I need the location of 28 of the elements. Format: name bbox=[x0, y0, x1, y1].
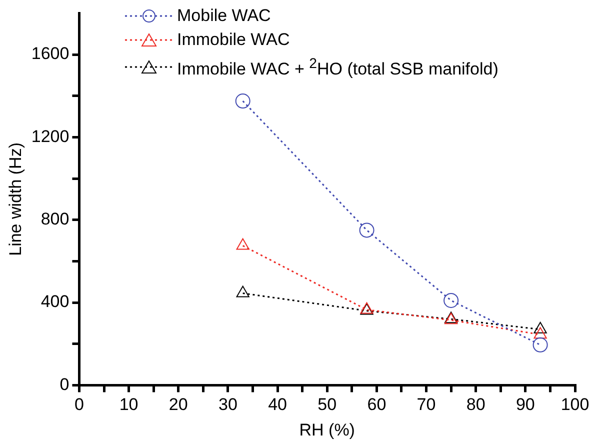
x-tick-label: 70 bbox=[416, 395, 436, 414]
legend-label: Immobile WAC bbox=[177, 29, 290, 51]
y-tick-label: 1200 bbox=[31, 126, 70, 146]
legend-label: Immobile WAC + $^{2}$HO (total SSB manifold) bbox=[177, 55, 498, 81]
legend-label: Mobile WAC bbox=[177, 5, 271, 27]
point bbox=[236, 286, 250, 298]
x-tick-label: 40 bbox=[268, 395, 287, 414]
x-tick-label: 90 bbox=[516, 395, 535, 414]
y-tick-label: 0 bbox=[60, 374, 70, 394]
y-axis-title: Line width (Hz) bbox=[6, 142, 25, 256]
x-tick-label: 60 bbox=[367, 395, 386, 414]
point bbox=[359, 222, 374, 238]
point bbox=[534, 327, 547, 339]
y-tick-label: 1600 bbox=[31, 44, 70, 64]
x-tick-label: 50 bbox=[318, 395, 337, 414]
x-tick-label: 10 bbox=[119, 395, 138, 414]
x-axis-title: RH (%) bbox=[299, 420, 355, 440]
y-tick-label: 400 bbox=[40, 292, 70, 312]
point bbox=[235, 94, 250, 109]
x-tick-label: 20 bbox=[168, 395, 188, 414]
x-tick-label: 80 bbox=[466, 395, 486, 414]
x-tick-label: 30 bbox=[218, 395, 238, 414]
point bbox=[236, 238, 250, 250]
y-tick-label: 800 bbox=[40, 210, 70, 229]
x-tick-label: 0 bbox=[74, 395, 84, 414]
point bbox=[444, 292, 459, 308]
x-tick-label: 100 bbox=[560, 395, 590, 414]
point bbox=[534, 322, 547, 334]
